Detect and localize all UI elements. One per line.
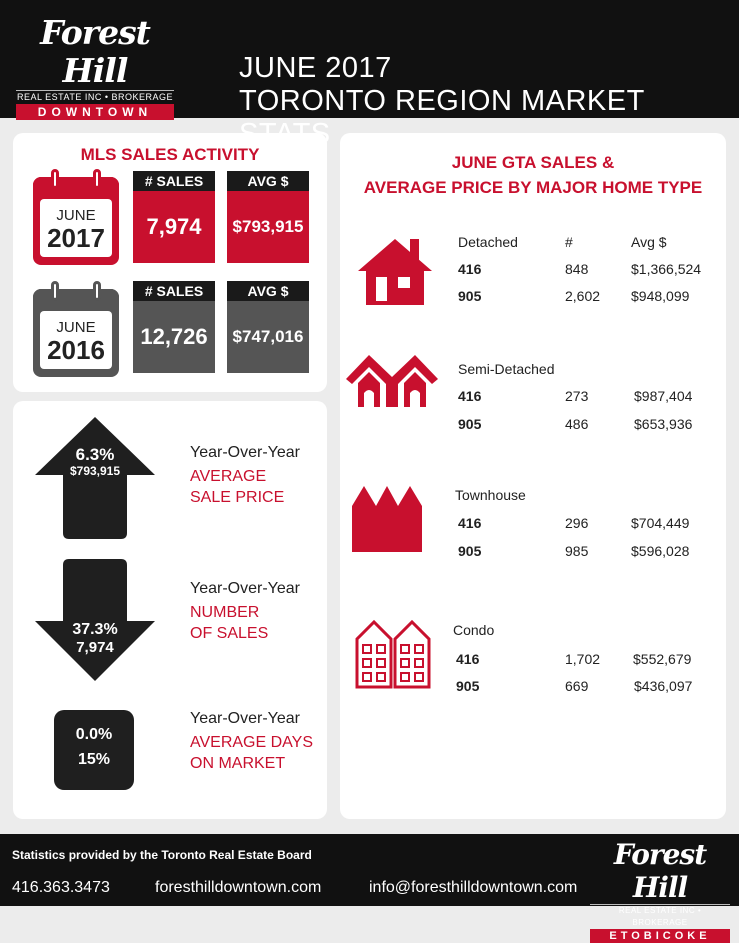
area-905: 905: [456, 678, 480, 694]
logo-band: DOWNTOWN: [16, 104, 174, 120]
logo-subtitle: REAL ESTATE INC • BROKERAGE: [590, 904, 730, 929]
calendar-month: JUNE: [56, 319, 96, 336]
avg-cell: $596,028: [631, 543, 690, 559]
count-cell: 848: [565, 261, 589, 277]
count-cell: 1,702: [565, 651, 601, 667]
brand-logo: Forest Hill REAL ESTATE INC • BROKERAGE …: [16, 14, 174, 120]
avg-cell: $552,679: [633, 651, 692, 667]
area-416: 416: [458, 261, 482, 277]
website-link[interactable]: foresthilldowntown.com: [155, 879, 322, 896]
type-name-townhouse: Townhouse: [455, 487, 526, 503]
calendar-year: 2016: [47, 335, 105, 365]
count-cell: 486: [565, 416, 589, 432]
yoy-price-pct: 6.3%: [75, 445, 115, 464]
source-note: Statistics provided by the Toronto Real …: [12, 848, 312, 862]
semi-detached-icon: [346, 355, 438, 407]
footer: Statistics provided by the Toronto Real …: [0, 834, 739, 943]
mls-activity-card: MLS SALES ACTIVITY JUNE 2017 # SALES 7,9…: [13, 133, 327, 392]
calendar-2016-icon: JUNE 2016: [33, 281, 119, 377]
count-cell: 985: [565, 543, 589, 559]
count-cell: 296: [565, 515, 589, 531]
logo-band: ETOBICOKE: [590, 929, 730, 943]
email-link[interactable]: info@foresthilldowntown.com: [369, 879, 578, 896]
yoy-sales-value: 7,974: [76, 639, 114, 656]
arrow-down-icon: [35, 559, 155, 681]
avg-cell: $987,404: [634, 388, 693, 404]
yoy-dom-value: 15%: [77, 751, 111, 768]
area-416: 416: [458, 388, 482, 404]
avg-cell: $653,936: [634, 416, 693, 432]
mls-title: MLS SALES ACTIVITY: [80, 145, 260, 164]
gta-home-type-card: JUNE GTA SALES & AVERAGE PRICE BY MAJOR …: [340, 133, 726, 819]
avg-2016-value: $747,016: [227, 301, 309, 373]
area-905: 905: [458, 543, 482, 559]
calendar-2017-icon: JUNE 2017: [33, 169, 119, 265]
avg-cell: $704,449: [631, 515, 690, 531]
footer-brand-logo: Forest Hill REAL ESTATE INC • BROKERAGE …: [590, 838, 730, 943]
yoy-dom-pct: 0.0%: [75, 726, 113, 743]
yoy-card: 6.3% $793,915 Year-Over-Year AVERAGE SAL…: [13, 401, 327, 819]
yoy-sales-red1: NUMBER: [190, 604, 260, 621]
header: Forest Hill REAL ESTATE INC • BROKERAGE …: [0, 0, 739, 150]
count-cell: 273: [565, 388, 589, 404]
yoy-dom-label: Year-Over-Year: [190, 710, 300, 727]
sales-label: # SALES: [133, 281, 215, 301]
avg-cell: $436,097: [634, 678, 693, 694]
logo-script: Forest Hill: [613, 838, 707, 904]
house-icon: [358, 239, 432, 305]
yoy-sales-pct: 37.3%: [72, 621, 118, 638]
yoy-price-value: $793,915: [69, 464, 121, 478]
sales-2016-value: 12,726: [133, 301, 215, 373]
avg-label: AVG $: [227, 281, 309, 301]
col-avg-header: Avg $: [631, 234, 667, 250]
arrow-up-icon: [35, 417, 155, 539]
sales-label: # SALES: [133, 171, 215, 191]
yoy-dom-red2: ON MARKET: [190, 755, 286, 772]
calendar-year: 2017: [47, 223, 105, 253]
flat-indicator-icon: [54, 710, 134, 790]
yoy-price-red2: SALE PRICE: [190, 489, 285, 506]
phone-link[interactable]: 416.363.3473: [12, 879, 110, 896]
page-title-line1: JUNE 2017: [239, 52, 392, 84]
avg-label: AVG $: [227, 171, 309, 191]
condo-icon: [355, 619, 431, 689]
area-416: 416: [458, 515, 482, 531]
type-name-detached: Detached: [458, 234, 518, 250]
yoy-dom-red1: AVERAGE DAYS: [190, 734, 313, 751]
yoy-price-label: Year-Over-Year: [190, 444, 300, 461]
sales-2017-value: 7,974: [133, 191, 215, 263]
townhouse-icon: [352, 486, 422, 552]
calendar-month: JUNE: [56, 207, 96, 224]
logo-subtitle: REAL ESTATE INC • BROKERAGE: [16, 90, 174, 102]
avg-cell: $1,366,524: [631, 261, 702, 277]
type-name-condo: Condo: [453, 622, 495, 638]
gta-title-line2: AVERAGE PRICE BY MAJOR HOME TYPE: [363, 178, 703, 197]
area-416: 416: [456, 651, 480, 667]
area-905: 905: [458, 416, 482, 432]
yoy-sales-red2: OF SALES: [190, 625, 269, 642]
gta-title-line1: JUNE GTA SALES &: [451, 153, 615, 172]
yoy-price-red1: AVERAGE: [190, 468, 267, 485]
yoy-sales-label: Year-Over-Year: [190, 580, 300, 597]
avg-cell: $948,099: [631, 288, 690, 304]
type-name-semi: Semi-Detached: [458, 361, 555, 377]
col-count-header: #: [565, 234, 573, 250]
area-905: 905: [458, 288, 482, 304]
count-cell: 2,602: [565, 288, 601, 304]
logo-script: Forest Hill: [40, 13, 151, 90]
avg-2017-value: $793,915: [227, 191, 309, 263]
count-cell: 669: [565, 678, 589, 694]
